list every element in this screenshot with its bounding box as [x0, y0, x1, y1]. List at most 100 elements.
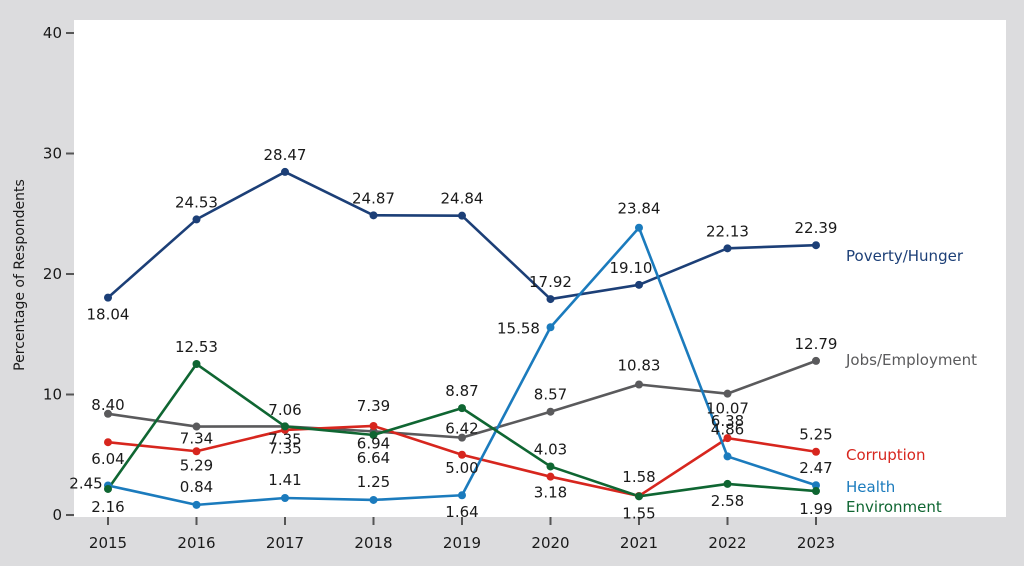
- data-point: [192, 360, 201, 369]
- y-axis: 0 10 20 30 40: [43, 24, 74, 524]
- data-label: 3.18: [534, 484, 567, 502]
- data-label: 8.87: [445, 382, 478, 400]
- data-point: [458, 491, 466, 500]
- y-tick-label: 30: [43, 145, 62, 163]
- data-point: [192, 422, 201, 431]
- data-label: 6.94: [357, 434, 390, 452]
- data-point: [723, 479, 732, 488]
- legend-entry: Poverty/Hunger: [846, 247, 964, 265]
- data-point: [281, 422, 289, 431]
- y-tick-label: 20: [43, 265, 62, 283]
- data-label: 1.55: [622, 504, 655, 522]
- data-point: [458, 450, 466, 459]
- data-point: [192, 447, 201, 456]
- data-point: [546, 323, 555, 332]
- data-point: [812, 241, 820, 250]
- x-tick-label: 2020: [531, 534, 569, 552]
- y-tick-label: 10: [43, 386, 62, 404]
- data-point: [546, 295, 555, 304]
- data-label: 12.53: [175, 338, 218, 356]
- data-point: [723, 434, 732, 443]
- data-point: [546, 462, 555, 471]
- data-point: [723, 389, 732, 398]
- y-tick-label: 40: [43, 24, 62, 42]
- data-label: 4.03: [534, 440, 567, 458]
- data-label: 10.83: [618, 356, 661, 374]
- data-label: 10.07: [706, 400, 749, 418]
- data-point: [104, 438, 112, 447]
- data-label: 8.57: [534, 386, 567, 404]
- x-tick-label: 2016: [177, 534, 215, 552]
- data-label: 15.58: [497, 319, 540, 337]
- data-label: 1.99: [799, 500, 832, 518]
- data-labels: 18.04 24.53 28.47 24.87 24.84 17.92 19.10 22.13…: [69, 146, 837, 522]
- data-point: [369, 421, 378, 430]
- data-point: [635, 380, 643, 389]
- legend-entry: Corruption: [846, 446, 925, 464]
- data-point: [723, 452, 732, 461]
- x-tick-label: 2017: [266, 534, 304, 552]
- data-point: [812, 447, 820, 456]
- data-label: 7.39: [357, 397, 390, 415]
- data-point: [281, 494, 289, 503]
- data-label: 28.47: [264, 146, 307, 164]
- legend-entry: Jobs/Employment: [845, 351, 977, 369]
- data-label: 6.64: [357, 449, 390, 467]
- data-label: 8.40: [91, 396, 124, 414]
- data-point: [192, 500, 201, 509]
- data-point: [104, 293, 112, 302]
- x-axis: 2015 2016 2017 2018 2019 2020 2021 2022 2023: [89, 517, 835, 552]
- data-label: 5.29: [180, 456, 213, 474]
- data-label: 7.35: [268, 430, 301, 448]
- data-label: 22.13: [706, 222, 749, 240]
- data-point: [104, 409, 112, 418]
- data-point: [546, 407, 555, 416]
- x-tick-label: 2022: [708, 534, 746, 552]
- data-point: [812, 481, 820, 490]
- data-label: 24.87: [352, 189, 395, 207]
- legend: Poverty/Hunger Jobs/Employment Corruption H…: [845, 247, 977, 516]
- data-point: [458, 433, 466, 442]
- data-label: 24.53: [175, 193, 218, 211]
- data-label: 5.00: [445, 459, 478, 477]
- plot-area: [74, 20, 1006, 517]
- x-tick-label: 2023: [797, 534, 835, 552]
- data-label: 7.35: [268, 439, 301, 457]
- x-tick-label: 2015: [89, 534, 127, 552]
- data-point: [458, 211, 466, 220]
- data-label: 24.84: [441, 190, 484, 208]
- data-label: 7.06: [268, 401, 301, 419]
- data-point: [369, 495, 378, 504]
- data-point: [723, 244, 732, 253]
- data-label: 1.41: [268, 471, 301, 489]
- x-tick-label: 2018: [354, 534, 392, 552]
- data-label: 1.25: [357, 473, 390, 491]
- series-points: [104, 167, 820, 509]
- data-point: [546, 472, 555, 481]
- x-tick-label: 2021: [620, 534, 658, 552]
- data-label: 1.64: [445, 503, 478, 521]
- data-label: 22.39: [795, 219, 838, 237]
- data-label: 2.16: [91, 498, 124, 516]
- data-label: 6.42: [445, 420, 478, 438]
- y-axis-title: Percentage of Respondents: [12, 179, 28, 371]
- data-point: [635, 280, 643, 289]
- data-point: [369, 211, 378, 220]
- data-label: 17.92: [529, 273, 572, 291]
- y-tick-label: 0: [52, 506, 62, 524]
- data-label: 12.79: [795, 335, 838, 353]
- legend-entry: Environment: [846, 498, 942, 516]
- x-tick-label: 2019: [443, 534, 481, 552]
- data-label: 2.45: [69, 474, 102, 492]
- data-point: [104, 484, 112, 493]
- data-point: [281, 167, 289, 176]
- data-label: 19.10: [610, 259, 653, 277]
- data-point: [192, 215, 201, 224]
- data-label: 2.58: [711, 492, 744, 510]
- data-point: [635, 223, 643, 232]
- data-point: [458, 404, 466, 413]
- data-label: 5.25: [799, 426, 832, 444]
- data-label: 6.38: [711, 412, 744, 430]
- data-point: [812, 356, 820, 365]
